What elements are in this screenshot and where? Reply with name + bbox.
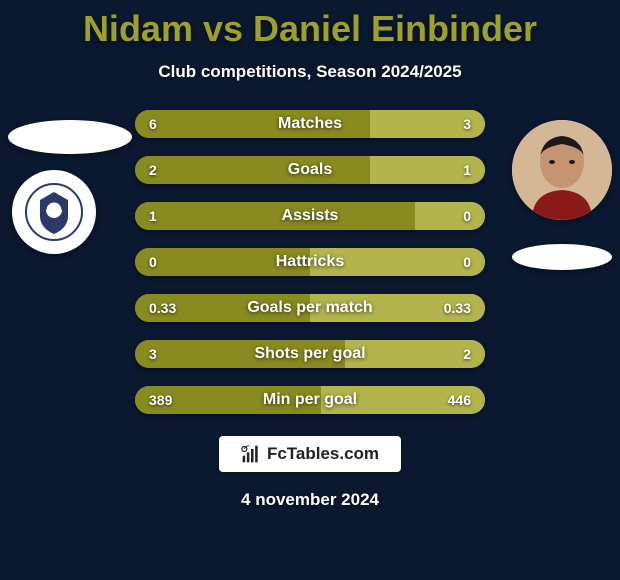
bar-row: 0.330.33Goals per match [135, 294, 485, 322]
subtitle: Club competitions, Season 2024/2025 [158, 62, 461, 82]
fctables-icon [241, 444, 261, 464]
bar-row: 00Hattricks [135, 248, 485, 276]
footer-date: 4 november 2024 [241, 490, 379, 510]
bar-label: Shots per goal [135, 340, 485, 368]
source-logo: FcTables.com [219, 436, 401, 472]
comparison-bars: 63Matches 21Goals 10Assists 00Hattricks 0.33… [135, 110, 485, 414]
page-title: Nidam vs Daniel Einbinder [83, 8, 537, 50]
bar-row: 389446Min per goal [135, 386, 485, 414]
bar-row: 21Goals [135, 156, 485, 184]
bar-label: Min per goal [135, 386, 485, 414]
bar-label: Goals [135, 156, 485, 184]
bar-row: 10Assists [135, 202, 485, 230]
bar-label: Matches [135, 110, 485, 138]
source-logo-text: FcTables.com [267, 444, 379, 464]
bar-label: Hattricks [135, 248, 485, 276]
bar-row: 63Matches [135, 110, 485, 138]
bar-label: Goals per match [135, 294, 485, 322]
content-area: Nidam vs Daniel Einbinder Club competiti… [0, 0, 620, 580]
bar-row: 32Shots per goal [135, 340, 485, 368]
bar-label: Assists [135, 202, 485, 230]
